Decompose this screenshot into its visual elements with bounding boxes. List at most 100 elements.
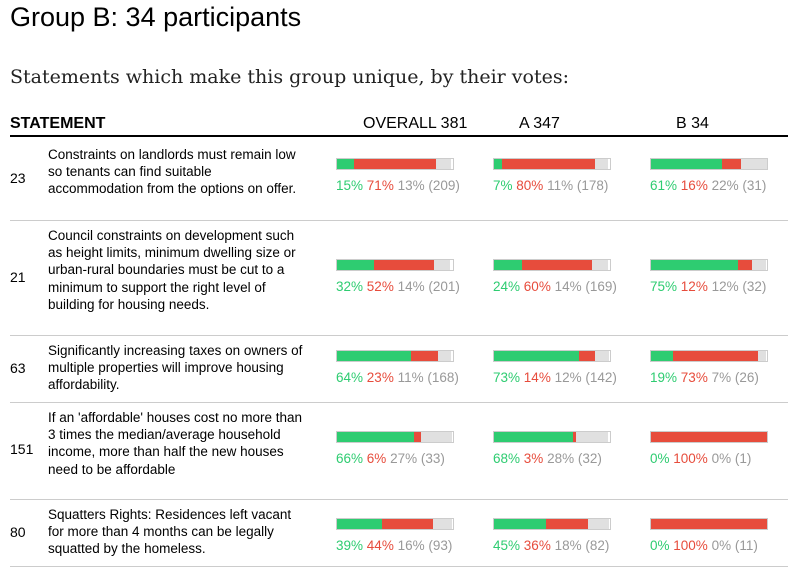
vote-stats: 32% 52% 14% (201): [336, 279, 466, 294]
vote-count: (26): [734, 370, 759, 385]
bar-segment-agree: [337, 432, 414, 442]
vote-stats: 19% 73% 7% (26): [650, 370, 780, 385]
vote-cell: 45% 36% 18% (82): [493, 518, 623, 553]
agree-percent: 0%: [650, 451, 670, 466]
bar-segment-agree: [337, 159, 354, 169]
bar-segment-agree: [337, 519, 382, 529]
bar-segment-disagree: [579, 351, 595, 361]
header-overall: OVERALL 381: [363, 115, 468, 132]
bar-segment-pass: [592, 260, 608, 270]
disagree-percent: 3%: [523, 451, 544, 466]
bar-segment-disagree: [673, 351, 758, 361]
bar-segment-disagree: [411, 351, 438, 361]
agree-percent: 15%: [336, 178, 364, 193]
vote-bar: [336, 158, 454, 170]
bar-segment-disagree: [651, 519, 767, 529]
table-row: 80 Squatters Rights: Residences left vaca…: [10, 500, 788, 567]
vote-cell: 64% 23% 11% (168): [336, 350, 466, 385]
bar-segment-agree: [494, 432, 573, 442]
agree-percent: 64%: [336, 370, 364, 385]
agree-percent: 7%: [493, 178, 513, 193]
pass-percent: 13%: [397, 178, 425, 193]
bar-segment-agree: [337, 260, 374, 270]
bar-segment-pass: [433, 519, 452, 529]
vote-count: (168): [427, 370, 459, 385]
pass-percent: 11%: [547, 178, 574, 193]
agree-percent: 45%: [493, 538, 521, 553]
agree-percent: 61%: [650, 178, 678, 193]
vote-bar: [336, 518, 454, 530]
vote-bar: [336, 431, 454, 443]
disagree-percent: 23%: [366, 370, 394, 385]
agree-percent: 73%: [493, 370, 521, 385]
vote-count: (169): [585, 279, 617, 294]
header-divider: [10, 135, 788, 137]
vote-cell: 0% 100% 0% (1): [650, 431, 780, 466]
disagree-percent: 71%: [366, 178, 394, 193]
vote-cell: 61% 16% 22% (31): [650, 158, 780, 193]
vote-stats: 7% 80% 11% (178): [493, 178, 623, 193]
vote-bar: [493, 158, 611, 170]
disagree-percent: 36%: [523, 538, 551, 553]
vote-stats: 0% 100% 0% (11): [650, 538, 780, 553]
statement-id: 80: [10, 524, 26, 540]
agree-percent: 68%: [493, 451, 521, 466]
agree-percent: 19%: [650, 370, 678, 385]
vote-cell: 68% 3% 28% (32): [493, 431, 623, 466]
vote-cell: 66% 6% 27% (33): [336, 431, 466, 466]
statement-text: Squatters Rights: Residences left vacant…: [48, 507, 292, 557]
header-group-b: B 34: [676, 115, 709, 132]
disagree-percent: 73%: [680, 370, 708, 385]
vote-cell: 15% 71% 13% (209): [336, 158, 466, 193]
table-row: 23 Constraints on landlords must remain l…: [10, 138, 788, 221]
pass-percent: 28%: [547, 451, 575, 466]
vote-count: (1): [734, 451, 752, 466]
vote-stats: 75% 12% 12% (32): [650, 279, 780, 294]
disagree-percent: 80%: [516, 178, 544, 193]
vote-cell: 24% 60% 14% (169): [493, 259, 623, 294]
disagree-percent: 100%: [673, 538, 708, 553]
vote-count: (93): [428, 538, 453, 553]
bar-segment-disagree: [722, 159, 741, 169]
disagree-percent: 100%: [673, 451, 708, 466]
vote-count: (209): [428, 178, 460, 193]
pass-percent: 12%: [711, 279, 739, 294]
statement-id: 21: [10, 269, 26, 285]
bar-segment-disagree: [573, 432, 576, 442]
table-row: 63 Significantly increasing taxes on owne…: [10, 336, 788, 403]
vote-cell: 7% 80% 11% (178): [493, 158, 623, 193]
vote-stats: 68% 3% 28% (32): [493, 451, 623, 466]
pass-percent: 27%: [390, 451, 418, 466]
vote-bar: [650, 259, 768, 271]
statement-text: Constraints on landlords must remain low…: [48, 147, 297, 197]
agree-percent: 32%: [336, 279, 364, 294]
vote-count: (32): [742, 279, 767, 294]
bar-segment-disagree: [374, 260, 434, 270]
bar-segment-pass: [588, 519, 609, 529]
vote-bar: [493, 350, 611, 362]
pass-percent: 0%: [711, 451, 732, 466]
vote-bar: [493, 259, 611, 271]
statement-text: Significantly increasing taxes on owners…: [48, 343, 303, 393]
agree-percent: 24%: [493, 279, 521, 294]
vote-bar: [336, 350, 454, 362]
pass-percent: 7%: [711, 370, 732, 385]
header-group-a: A 347: [519, 115, 560, 132]
statement-id: 63: [10, 360, 26, 376]
bar-segment-pass: [434, 260, 450, 270]
vote-cell: 75% 12% 12% (32): [650, 259, 780, 294]
vote-bar: [493, 518, 611, 530]
bar-segment-disagree: [414, 432, 421, 442]
vote-count: (201): [428, 279, 460, 294]
vote-count: (31): [742, 178, 767, 193]
pass-percent: 18%: [554, 538, 582, 553]
vote-bar: [493, 431, 611, 443]
bar-segment-pass: [438, 351, 451, 361]
vote-count: (178): [576, 178, 609, 193]
vote-bar: [650, 158, 768, 170]
pass-percent: 14%: [554, 279, 582, 294]
pass-percent: 14%: [397, 279, 425, 294]
vote-stats: 61% 16% 22% (31): [650, 178, 780, 193]
table-row: 151 If an 'affordable' houses cost no mor…: [10, 403, 788, 500]
bar-segment-pass: [421, 432, 452, 442]
